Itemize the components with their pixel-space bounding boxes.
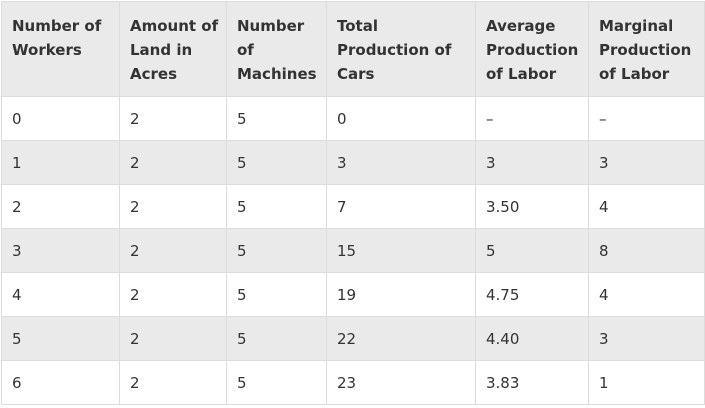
cell-machines: 5 xyxy=(226,140,327,185)
cell-land: 2 xyxy=(119,228,227,273)
cell-total-production: 3 xyxy=(326,140,476,185)
cell-marginal-production: 3 xyxy=(588,140,705,185)
table-row: 5 2 5 22 4.40 3 xyxy=(1,316,705,361)
cell-machines: 5 xyxy=(226,96,327,141)
cell-machines: 5 xyxy=(226,316,327,361)
cell-land: 2 xyxy=(119,272,227,317)
cell-average-production: 3.83 xyxy=(475,360,589,405)
cell-land: 2 xyxy=(119,96,227,141)
cell-average-production: 5 xyxy=(475,228,589,273)
cell-marginal-production: 1 xyxy=(588,360,705,405)
cell-total-production: 7 xyxy=(326,184,476,229)
cell-total-production: 19 xyxy=(326,272,476,317)
header-amount-of-land: Amount of Land in Acres xyxy=(119,1,227,97)
cell-workers: 0 xyxy=(1,96,120,141)
cell-average-production: – xyxy=(475,96,589,141)
cell-total-production: 15 xyxy=(326,228,476,273)
cell-land: 2 xyxy=(119,184,227,229)
table-header: Number of Workers Amount of Land in Acre… xyxy=(1,1,705,97)
table-row: 1 2 5 3 3 3 xyxy=(1,140,705,185)
cell-marginal-production: 8 xyxy=(588,228,705,273)
cell-marginal-production: 3 xyxy=(588,316,705,361)
cell-average-production: 3.50 xyxy=(475,184,589,229)
cell-workers: 5 xyxy=(1,316,120,361)
cell-total-production: 22 xyxy=(326,316,476,361)
cell-workers: 6 xyxy=(1,360,120,405)
table-body: 0 2 5 0 – – 1 2 5 3 3 3 2 2 5 7 3.50 4 3… xyxy=(1,96,705,405)
cell-land: 2 xyxy=(119,316,227,361)
cell-workers: 4 xyxy=(1,272,120,317)
header-number-of-machines: Number of Machines xyxy=(226,1,327,97)
cell-land: 2 xyxy=(119,140,227,185)
cell-marginal-production: 4 xyxy=(588,272,705,317)
header-row: Number of Workers Amount of Land in Acre… xyxy=(1,1,705,97)
header-marginal-production: Marginal Production of Labor xyxy=(588,1,705,97)
cell-average-production: 4.40 xyxy=(475,316,589,361)
table-row: 0 2 5 0 – – xyxy=(1,96,705,141)
cell-average-production: 3 xyxy=(475,140,589,185)
header-average-production: Average Production of Labor xyxy=(475,1,589,97)
cell-marginal-production: – xyxy=(588,96,705,141)
cell-machines: 5 xyxy=(226,228,327,273)
table-row: 2 2 5 7 3.50 4 xyxy=(1,184,705,229)
table-row: 3 2 5 15 5 8 xyxy=(1,228,705,273)
cell-workers: 1 xyxy=(1,140,120,185)
cell-land: 2 xyxy=(119,360,227,405)
cell-machines: 5 xyxy=(226,272,327,317)
cell-average-production: 4.75 xyxy=(475,272,589,317)
header-number-of-workers: Number of Workers xyxy=(1,1,120,97)
header-total-production: Total Production of Cars xyxy=(326,1,476,97)
cell-workers: 2 xyxy=(1,184,120,229)
cell-total-production: 23 xyxy=(326,360,476,405)
table-row: 4 2 5 19 4.75 4 xyxy=(1,272,705,317)
table-row: 6 2 5 23 3.83 1 xyxy=(1,360,705,405)
cell-marginal-production: 4 xyxy=(588,184,705,229)
cell-machines: 5 xyxy=(226,184,327,229)
cell-total-production: 0 xyxy=(326,96,476,141)
cell-workers: 3 xyxy=(1,228,120,273)
cell-machines: 5 xyxy=(226,360,327,405)
